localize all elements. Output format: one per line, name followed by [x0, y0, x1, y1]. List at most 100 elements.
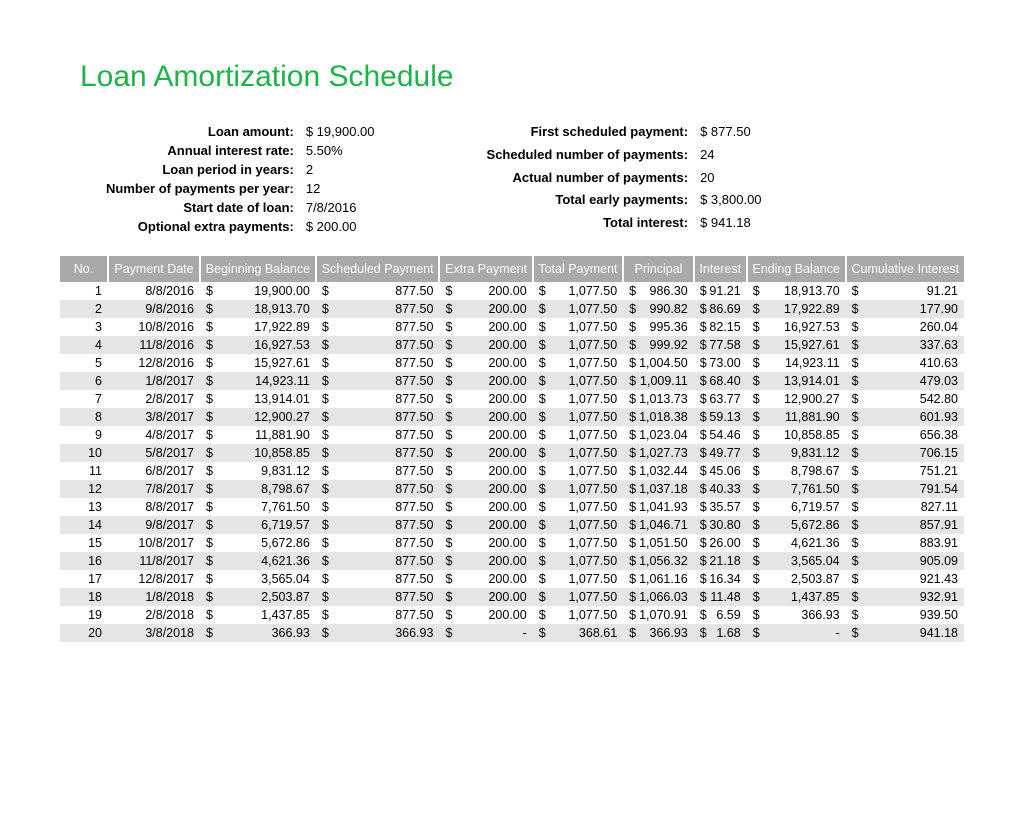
money-cell: $200.00	[439, 390, 532, 408]
money-cell: $16,927.53	[200, 336, 316, 354]
row-number: 5	[60, 354, 108, 372]
payment-date: 8/8/2016	[108, 282, 200, 300]
summary-label: Optional extra payments:	[100, 217, 300, 236]
money-cell: $791.54	[846, 480, 964, 498]
row-number: 16	[60, 552, 108, 570]
money-cell: $200.00	[439, 318, 532, 336]
money-cell: $40.33	[694, 480, 747, 498]
money-cell: $1,018.38	[623, 408, 694, 426]
money-cell: $6,719.57	[200, 516, 316, 534]
table-row: 61/8/2017$14,923.11$877.50$200.00$1,077.…	[60, 372, 964, 390]
money-cell: $1,077.50	[533, 606, 623, 624]
money-cell: $2,503.87	[747, 570, 846, 588]
summary-row: Loan period in years:2	[100, 160, 381, 179]
money-cell: $4,621.36	[747, 534, 846, 552]
money-cell: $19,900.00	[200, 282, 316, 300]
money-cell: $941.18	[846, 624, 964, 642]
column-header: Ending Balance	[747, 256, 846, 282]
money-cell: $1.68	[694, 624, 747, 642]
column-header: Scheduled Payment	[316, 256, 440, 282]
money-cell: $200.00	[439, 408, 532, 426]
money-cell: $9,831.12	[200, 462, 316, 480]
summary-left-column: Loan amount:$ 19,900.00Annual interest r…	[100, 122, 381, 236]
summary-region: Loan amount:$ 19,900.00Annual interest r…	[100, 122, 924, 236]
money-cell: $1,056.32	[623, 552, 694, 570]
money-cell: $939.50	[846, 606, 964, 624]
money-cell: $1,077.50	[533, 318, 623, 336]
money-cell: $656.38	[846, 426, 964, 444]
money-cell: $15,927.61	[200, 354, 316, 372]
summary-label: Loan period in years:	[100, 160, 300, 179]
money-cell: $200.00	[439, 606, 532, 624]
money-cell: $366.93	[200, 624, 316, 642]
payment-date: 5/8/2017	[108, 444, 200, 462]
money-cell: $9,831.12	[747, 444, 846, 462]
payment-date: 1/8/2017	[108, 372, 200, 390]
money-cell: $1,009.11	[623, 372, 694, 390]
money-cell: $68.40	[694, 372, 747, 390]
summary-value: 7/8/2016	[300, 198, 381, 217]
money-cell: $877.50	[316, 588, 440, 606]
summary-row: Annual interest rate:5.50%	[100, 141, 381, 160]
row-number: 4	[60, 336, 108, 354]
page-title: Loan Amortization Schedule	[80, 60, 964, 94]
money-cell: $200.00	[439, 372, 532, 390]
column-header: Beginning Balance	[200, 256, 316, 282]
column-header: Principal	[623, 256, 694, 282]
money-cell: $86.69	[694, 300, 747, 318]
money-cell: $200.00	[439, 426, 532, 444]
summary-label: Total early payments:	[481, 190, 695, 213]
summary-value: 2	[300, 160, 381, 179]
column-header: Payment Date	[108, 256, 200, 282]
table-row: 203/8/2018$366.93$366.93$-$368.61$366.93…	[60, 624, 964, 642]
money-cell: $200.00	[439, 498, 532, 516]
summary-row: First scheduled payment:$ 877.50	[481, 122, 768, 145]
money-cell: $59.13	[694, 408, 747, 426]
money-cell: $200.00	[439, 354, 532, 372]
money-cell: $63.77	[694, 390, 747, 408]
money-cell: $1,077.50	[533, 588, 623, 606]
money-cell: $1,046.71	[623, 516, 694, 534]
money-cell: $877.50	[316, 498, 440, 516]
money-cell: $1,013.73	[623, 390, 694, 408]
table-row: 116/8/2017$9,831.12$877.50$200.00$1,077.…	[60, 462, 964, 480]
money-cell: $30.80	[694, 516, 747, 534]
money-cell: $3,565.04	[747, 552, 846, 570]
money-cell: $17,922.89	[200, 318, 316, 336]
money-cell: $1,077.50	[533, 300, 623, 318]
money-cell: $1,077.50	[533, 408, 623, 426]
money-cell: $1,061.16	[623, 570, 694, 588]
table-row: 192/8/2018$1,437.85$877.50$200.00$1,077.…	[60, 606, 964, 624]
money-cell: $5,672.86	[747, 516, 846, 534]
summary-label: Number of payments per year:	[100, 179, 300, 198]
money-cell: $877.50	[316, 426, 440, 444]
money-cell: $1,041.93	[623, 498, 694, 516]
row-number: 13	[60, 498, 108, 516]
row-number: 7	[60, 390, 108, 408]
money-cell: $6,719.57	[747, 498, 846, 516]
money-cell: $8,798.67	[200, 480, 316, 498]
money-cell: $18,913.70	[747, 282, 846, 300]
money-cell: $-	[747, 624, 846, 642]
summary-row: Total interest:$ 941.18	[481, 213, 768, 236]
summary-value: $ 941.18	[694, 213, 767, 236]
money-cell: $366.93	[623, 624, 694, 642]
summary-label: Scheduled number of payments:	[481, 145, 695, 168]
money-cell: $1,070.91	[623, 606, 694, 624]
money-cell: $1,032.44	[623, 462, 694, 480]
money-cell: $1,077.50	[533, 570, 623, 588]
table-row: 83/8/2017$12,900.27$877.50$200.00$1,077.…	[60, 408, 964, 426]
payment-date: 7/8/2017	[108, 480, 200, 498]
money-cell: $2,503.87	[200, 588, 316, 606]
money-cell: $11.48	[694, 588, 747, 606]
row-number: 18	[60, 588, 108, 606]
money-cell: $877.50	[316, 552, 440, 570]
payment-date: 2/8/2017	[108, 390, 200, 408]
row-number: 6	[60, 372, 108, 390]
table-row: 1510/8/2017$5,672.86$877.50$200.00$1,077…	[60, 534, 964, 552]
money-cell: $200.00	[439, 516, 532, 534]
money-cell: $999.92	[623, 336, 694, 354]
money-cell: $1,077.50	[533, 390, 623, 408]
row-number: 11	[60, 462, 108, 480]
money-cell: $13,914.01	[747, 372, 846, 390]
